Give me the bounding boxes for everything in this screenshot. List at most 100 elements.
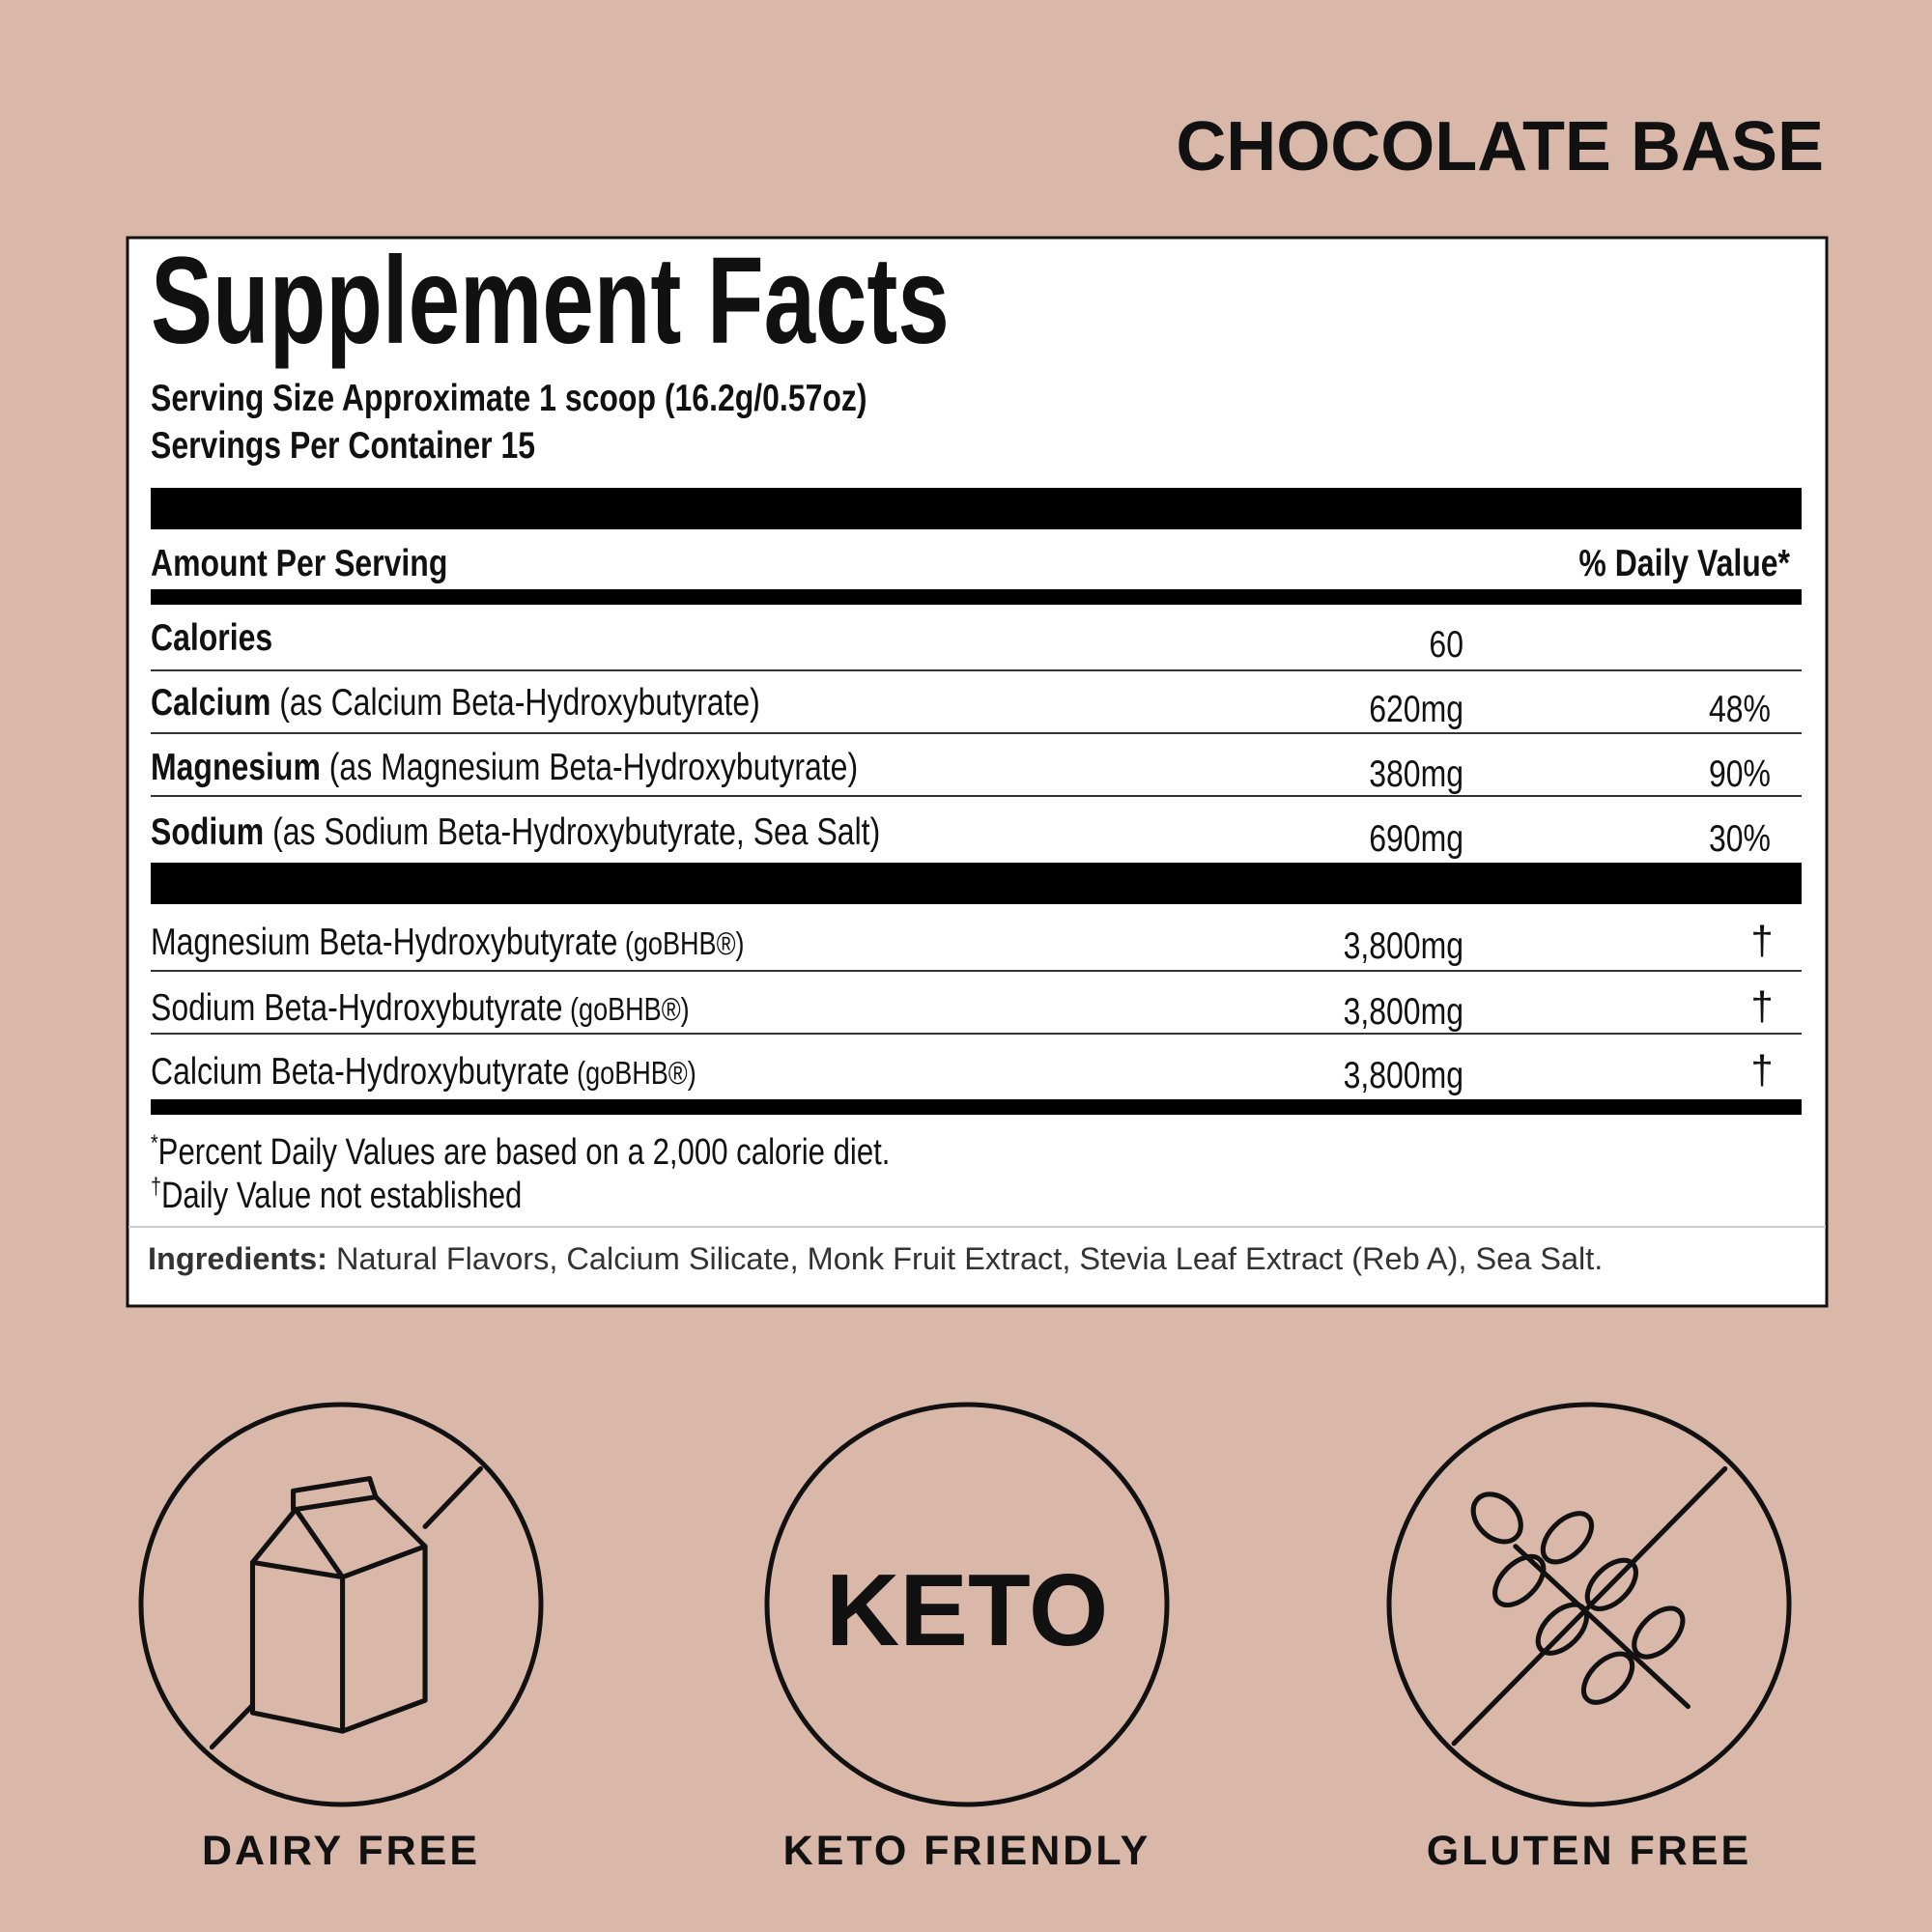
text-span: †: [1750, 1047, 1773, 1093]
text-span: †: [1750, 918, 1773, 963]
blend-dv: †: [1750, 918, 1773, 963]
text-span: †: [1750, 983, 1773, 1029]
carton-fold: [293, 1506, 346, 1580]
badge-icon-text: KETO: [826, 1553, 1109, 1667]
text-span: 3,800mg: [1344, 924, 1463, 967]
ingredients: Ingredients: Natural Flavors, Calcium Si…: [148, 1241, 1603, 1276]
text-span: 380mg: [1369, 753, 1463, 795]
footnote-text: Daily Value not established: [161, 1176, 522, 1216]
footnote-symbol: †: [151, 1173, 161, 1199]
nutrient-amount: 690mg: [1369, 817, 1463, 860]
nutrient-row-label: Calcium (as Calcium Beta-Hydroxybutyrate…: [151, 681, 760, 724]
nutrient-row-label: Calories: [151, 616, 272, 659]
rule-medium: [151, 589, 1802, 605]
wheat-icon: [1451, 1465, 1728, 1747]
text-span: 3,800mg: [1344, 1054, 1463, 1096]
rule-thick: [151, 488, 1802, 529]
facts-title: Supplement Facts: [151, 232, 950, 370]
rule-thin: [151, 970, 1802, 972]
nutrient-row-label: Sodium (as Sodium Beta-Hydroxybutyrate, …: [151, 810, 880, 853]
text-span: Servings Per Container 15: [151, 424, 535, 467]
nutrient-name: Magnesium: [151, 746, 321, 788]
slash: [422, 1465, 483, 1529]
footnote-text: Percent Daily Values are based on a 2,00…: [158, 1132, 891, 1173]
rule-thin: [151, 1033, 1802, 1035]
slash: [1451, 1465, 1728, 1747]
badge-circle: [1386, 1402, 1792, 1807]
ingredients-text: Natural Flavors, Calcium Silicate, Monk …: [327, 1241, 1603, 1276]
text-span: 48%: [1709, 688, 1771, 730]
blend-row-label: Sodium Beta-Hydroxybutyrate (goBHB®): [151, 986, 690, 1029]
nutrient-amount: 380mg: [1369, 753, 1463, 795]
footnote: †Daily Value not established: [151, 1173, 522, 1216]
ingredient-mark: (goBHB®): [563, 993, 690, 1028]
badge-label: KETO FRIENDLY: [783, 1828, 1151, 1874]
nutrient-dv: 30%: [1709, 817, 1771, 860]
badge-label: GLUTEN FREE: [1427, 1828, 1751, 1874]
text-span: GLUTEN FREE: [1427, 1828, 1751, 1874]
blend-dv: †: [1750, 983, 1773, 1029]
text-span: KETO: [826, 1553, 1109, 1667]
milk-carton-icon: [209, 1465, 483, 1750]
nutrient-name: Calcium: [151, 681, 270, 724]
carton-side: [340, 1544, 428, 1734]
text-span: 690mg: [1369, 817, 1463, 860]
nutrient-name: Calories: [151, 616, 272, 659]
carton-cap: [291, 1476, 379, 1513]
blend-dv: †: [1750, 1047, 1773, 1093]
grain: [1580, 1651, 1635, 1705]
grain: [1540, 1511, 1595, 1565]
footnote: *Percent Daily Values are based on a 2,0…: [151, 1129, 890, 1173]
text-span: 3,800mg: [1344, 990, 1463, 1033]
badge-circle: [764, 1402, 1170, 1807]
text-span: 30%: [1709, 817, 1771, 860]
serving-size: Serving Size Approximate 1 scoop (16.2g/…: [151, 377, 867, 419]
text-span: Amount Per Serving: [151, 542, 447, 584]
amount-header: Amount Per Serving: [151, 542, 447, 584]
blend-row-label: Calcium Beta-Hydroxybutyrate (goBHB®): [151, 1050, 696, 1093]
badge-circle: [138, 1402, 544, 1807]
ingredient-mark: (goBHB®): [570, 1057, 696, 1092]
badge-label: DAIRY FREE: [202, 1828, 480, 1874]
ingredients-label: Ingredients:: [148, 1241, 327, 1276]
blend-row-label: Magnesium Beta-Hydroxybutyrate (goBHB®): [151, 921, 745, 963]
nutrient-amount: 620mg: [1369, 688, 1463, 730]
blend-amount: 3,800mg: [1344, 1054, 1463, 1096]
rule-medium: [151, 1099, 1802, 1115]
carton-top: [249, 1494, 428, 1565]
nutrient-detail: (as Calcium Beta-Hydroxybutyrate): [270, 681, 759, 724]
nutrient-dv: 90%: [1709, 753, 1771, 795]
grain: [1492, 1553, 1547, 1608]
badge-icons: [138, 1402, 1792, 1807]
rule-thin: [151, 795, 1802, 797]
nutrient-amount: 60: [1429, 623, 1463, 666]
slash: [209, 1702, 256, 1750]
text-span: CHOCOLATE BASE: [1176, 108, 1824, 185]
facts-panel: [126, 236, 1829, 1308]
text-span: DAIRY FREE: [202, 1828, 480, 1874]
nutrient-name: Sodium: [151, 810, 264, 853]
nutrient-dv: 48%: [1709, 688, 1771, 730]
text-span: % Daily Value*: [1578, 542, 1790, 584]
text-span: Supplement Facts: [151, 232, 950, 370]
rule-light: [128, 1226, 1826, 1228]
grain: [1632, 1605, 1686, 1660]
text-span: 60: [1429, 623, 1463, 666]
nutrient-row-label: Magnesium (as Magnesium Beta-Hydroxybuty…: [151, 746, 858, 788]
grain: [1535, 1602, 1589, 1656]
servings-per-container: Servings Per Container 15: [151, 424, 535, 467]
nutrient-detail: (as Sodium Beta-Hydroxybutyrate, Sea Sal…: [264, 810, 880, 853]
rule-thick: [151, 863, 1802, 904]
grain: [1470, 1492, 1523, 1545]
ingredient-name: Magnesium Beta-Hydroxybutyrate: [151, 921, 617, 963]
blend-amount: 3,800mg: [1344, 990, 1463, 1033]
text-span: 90%: [1709, 753, 1771, 795]
ingredient-name: Calcium Beta-Hydroxybutyrate: [151, 1050, 570, 1093]
rule-thin: [151, 669, 1802, 671]
blend-amount: 3,800mg: [1344, 924, 1463, 967]
ingredient-name: Sodium Beta-Hydroxybutyrate: [151, 986, 563, 1029]
footnote-symbol: *: [151, 1129, 158, 1155]
rule-thin: [151, 732, 1802, 734]
